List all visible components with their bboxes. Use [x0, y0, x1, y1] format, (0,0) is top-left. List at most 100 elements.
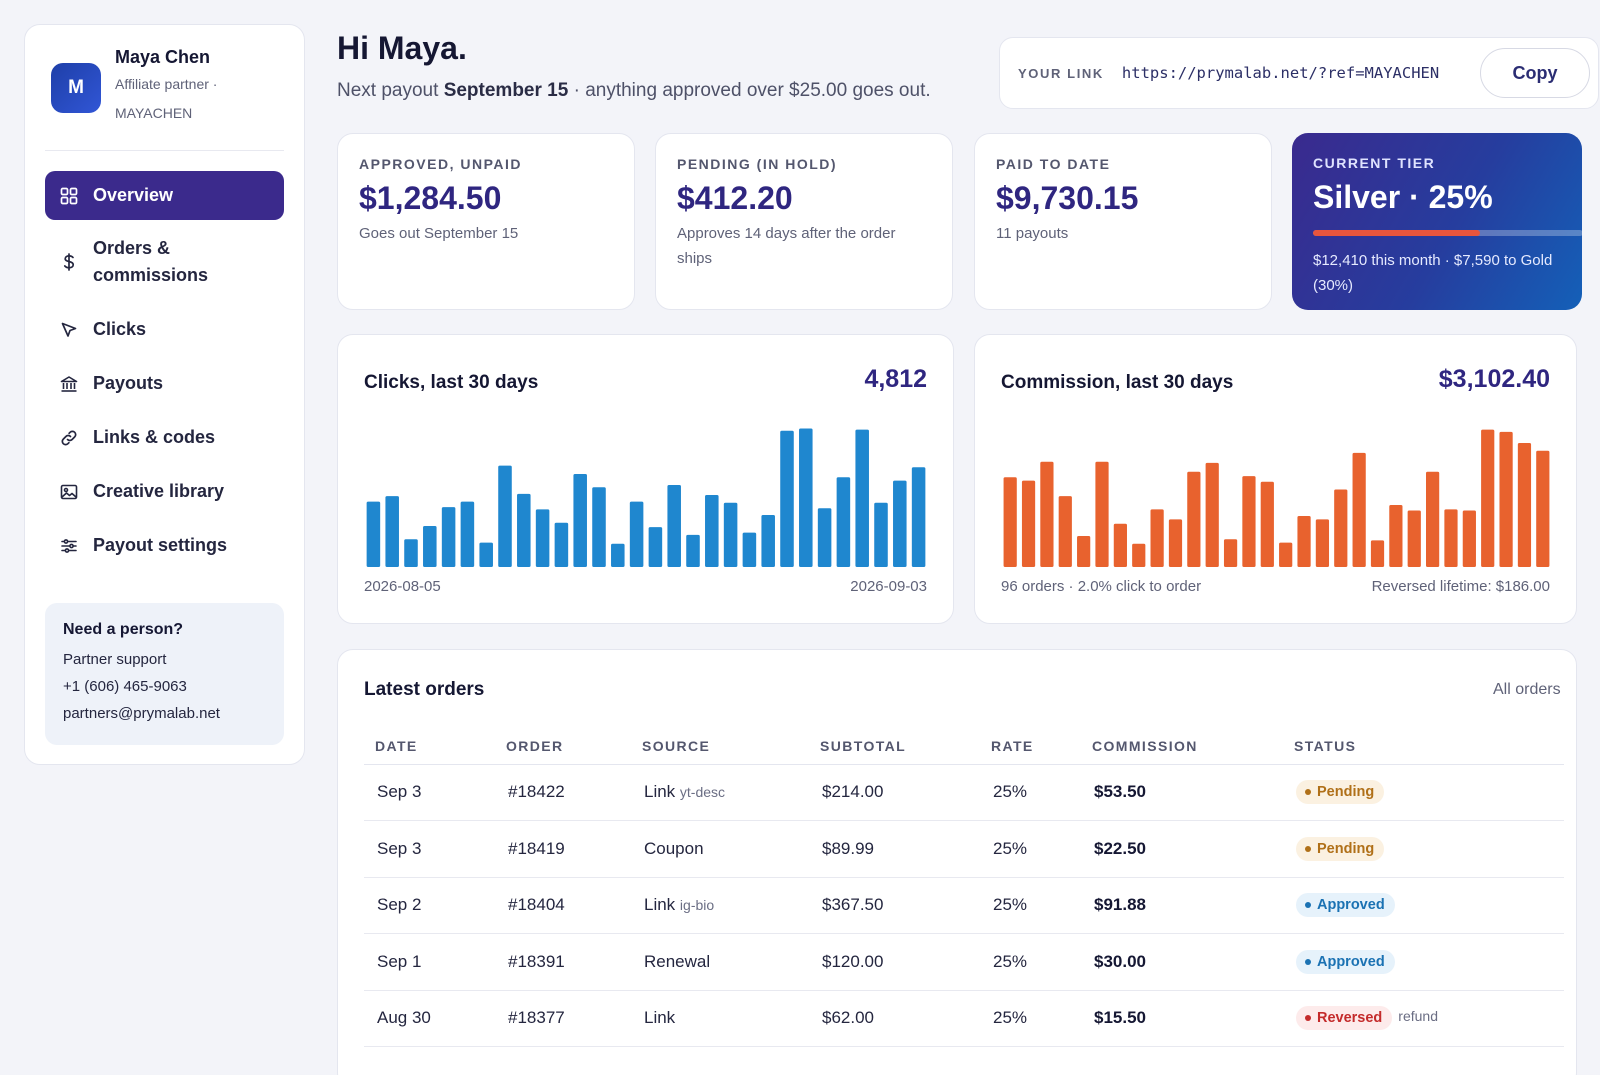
clicks-bar-19	[705, 495, 719, 567]
latest-orders-title: Latest orders	[364, 679, 485, 700]
stat-paid-to-date: PAID TO DATE $9,730.15 11 payouts	[974, 133, 1272, 310]
source-tag: ig-bio	[679, 897, 715, 914]
order-status-cell: Pending	[1283, 764, 1564, 821]
order-source-cell: Link	[631, 990, 809, 1047]
grid-icon	[59, 186, 79, 206]
commission-bar-24	[1426, 471, 1440, 567]
table-row[interactable]: Aug 30 #18377 Link $62.00 25% $15.50 Reversed r…	[364, 990, 1564, 1047]
order-source-cell: Link ig-bio	[631, 877, 809, 934]
order-subtotal: $214.00	[809, 764, 980, 821]
commission-bar-chart	[1003, 429, 1550, 567]
order-number[interactable]: #18377	[495, 990, 631, 1047]
order-number[interactable]: #18422	[495, 764, 631, 821]
order-status-cell: Reversed refund	[1283, 990, 1564, 1047]
order-status-cell: Approved	[1283, 933, 1564, 991]
source-tag: yt-desc	[679, 784, 726, 801]
sidebar-item-links[interactable]: Links & codes	[45, 412, 284, 463]
tier-label: CURRENT TIER	[1313, 155, 1436, 171]
stat-approved-unpaid: APPROVED, UNPAID $1,284.50 Goes out Sept…	[337, 133, 635, 310]
order-number[interactable]: #18391	[495, 933, 631, 991]
order-subtotal: $89.99	[809, 820, 980, 878]
stat-value: $412.20	[677, 180, 793, 216]
support-email[interactable]: partners@prymalab.net	[63, 705, 220, 722]
clicks-bar-21	[742, 532, 757, 567]
table-row[interactable]: Sep 3 #18422 Link yt-desc $214.00 25% $53.50 P…	[364, 764, 1564, 821]
commission-chart-title: Commission, last 30 days	[1001, 372, 1234, 393]
order-commission: $53.50	[1081, 764, 1283, 821]
table-row[interactable]: Sep 3 #18419 Coupon $89.99 25% $22.50 Pending	[364, 820, 1564, 878]
clicks-bar-23	[780, 430, 794, 567]
sidebar-item-orders[interactable]: Orders & commissions	[45, 223, 284, 301]
cursor-icon	[59, 320, 79, 340]
table-row[interactable]: Sep 2 #18404 Link ig-bio $367.50 25% $91.88 Ap…	[364, 877, 1564, 934]
clicks-bar-3	[404, 539, 418, 567]
copy-link-button[interactable]: Copy	[1480, 48, 1590, 98]
status-label: Pending	[1317, 840, 1375, 857]
order-date: Sep 2	[364, 877, 495, 934]
sliders-icon	[59, 536, 79, 556]
stat-pending: PENDING (IN HOLD) $412.20 Approves 14 da…	[655, 133, 953, 310]
clicks-bar-17	[667, 485, 681, 567]
clicks-bar-29	[893, 480, 907, 567]
commission-bar-14	[1242, 476, 1256, 567]
commission-bar-10	[1168, 519, 1183, 567]
clicks-bar-14	[611, 543, 625, 567]
support-phone[interactable]: +1 (606) 465-9063	[63, 678, 187, 695]
clicks-bar-16	[648, 527, 663, 567]
col-commission: COMMISSION	[1081, 728, 1283, 765]
order-source: Renewal	[644, 951, 711, 971]
tier-progress-fill	[1313, 230, 1481, 236]
tier-note: $12,410 this month · $7,590 to Gold (30%…	[1313, 252, 1553, 294]
dollar-icon	[59, 252, 79, 272]
col-subtotal: SUBTOTAL	[809, 728, 980, 765]
status-dot	[1305, 902, 1311, 909]
commission-bar-11	[1187, 471, 1201, 567]
clicks-bar-20	[723, 502, 738, 567]
stat-label: APPROVED, UNPAID	[359, 156, 522, 172]
order-number[interactable]: #18419	[495, 820, 631, 878]
bank-icon	[59, 374, 79, 394]
payout-subline: Next payout September 15 · anything appr…	[337, 80, 931, 102]
order-source-cell: Renewal	[631, 933, 809, 991]
clicks-bar-13	[592, 487, 606, 567]
clicks-bar-1	[366, 501, 381, 567]
sidebar-item-label: Clicks	[93, 319, 147, 339]
profile-code: MAYACHEN	[115, 105, 193, 121]
commission-bar-7	[1113, 523, 1127, 567]
order-date: Sep 3	[364, 820, 495, 878]
payout-date: September 15	[443, 80, 569, 101]
col-source: SOURCE	[631, 728, 809, 765]
order-commission: $15.50	[1081, 990, 1283, 1047]
order-source: Link	[644, 1008, 676, 1028]
clicks-bar-22	[761, 514, 775, 567]
sidebar-item-clicks[interactable]: Clicks	[45, 304, 284, 355]
sidebar-item-payouts[interactable]: Payouts	[45, 358, 284, 409]
status-label: Pending	[1317, 784, 1375, 801]
referral-link-box: YOUR LINK https://prymalab.net/?ref=MAYA…	[999, 37, 1599, 109]
order-number[interactable]: #18404	[495, 877, 631, 934]
status-dot	[1305, 958, 1311, 965]
status-badge: Reversed	[1296, 1006, 1393, 1031]
sidebar-item-creative[interactable]: Creative library	[45, 466, 284, 517]
clicks-bar-25	[817, 508, 832, 567]
tier-value: Silver · 25%	[1313, 179, 1493, 215]
clicks-bar-10	[535, 509, 550, 567]
sidebar-item-label: Overview	[93, 185, 174, 205]
status-badge: Approved	[1296, 893, 1395, 918]
table-row[interactable]: Sep 1 #18391 Renewal $120.00 25% $30.00 Approv…	[364, 933, 1564, 991]
clicks-bar-7	[479, 542, 493, 567]
referral-link-url[interactable]: https://prymalab.net/?ref=MAYACHEN	[1121, 64, 1440, 82]
clicks-bar-2	[385, 496, 399, 567]
all-orders-link[interactable]: All orders	[1493, 681, 1561, 698]
commission-bar-27	[1481, 429, 1495, 567]
commission-bar-28	[1499, 431, 1513, 567]
commission-bar-25	[1444, 509, 1458, 567]
stat-note: 11 payouts	[996, 225, 1069, 242]
tier-progress-track	[1313, 230, 1582, 236]
clicks-bar-30	[911, 467, 926, 567]
sidebar-item-overview[interactable]: Overview	[45, 171, 284, 220]
commission-bar-8	[1132, 543, 1146, 567]
order-subtotal: $367.50	[809, 877, 980, 934]
sidebar-item-payout-settings[interactable]: Payout settings	[45, 520, 284, 571]
sidebar-item-label: Payout settings	[93, 535, 228, 555]
